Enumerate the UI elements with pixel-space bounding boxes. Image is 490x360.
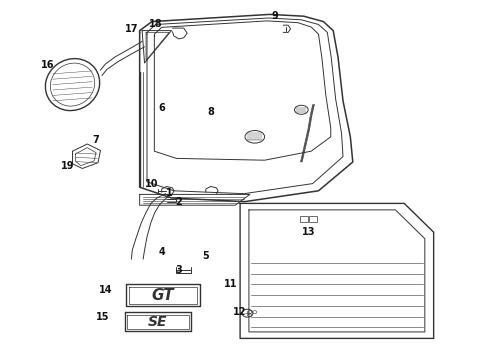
Text: 5: 5 (202, 251, 209, 261)
Text: 9: 9 (271, 11, 278, 21)
Text: 11: 11 (223, 279, 237, 289)
Text: 14: 14 (98, 285, 112, 295)
Text: 18: 18 (149, 19, 163, 30)
Text: 10: 10 (145, 179, 159, 189)
Text: 6: 6 (158, 103, 165, 113)
Text: 2: 2 (175, 197, 182, 207)
Text: 17: 17 (124, 24, 138, 34)
Text: GT: GT (152, 288, 174, 303)
Text: 13: 13 (302, 227, 316, 237)
Text: 1: 1 (166, 188, 172, 198)
Text: 8: 8 (207, 107, 214, 117)
Text: SE: SE (148, 315, 168, 329)
Text: 12: 12 (233, 307, 247, 318)
Text: 15: 15 (96, 312, 110, 322)
Text: 7: 7 (92, 135, 99, 145)
Text: 4: 4 (158, 247, 165, 257)
Text: 19: 19 (61, 161, 74, 171)
Text: 3: 3 (175, 265, 182, 275)
Text: 16: 16 (41, 60, 55, 70)
